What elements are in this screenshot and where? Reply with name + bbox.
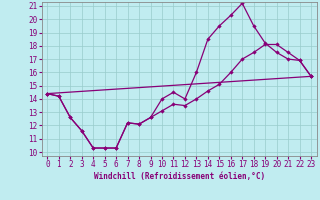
X-axis label: Windchill (Refroidissement éolien,°C): Windchill (Refroidissement éolien,°C) [94, 172, 265, 181]
